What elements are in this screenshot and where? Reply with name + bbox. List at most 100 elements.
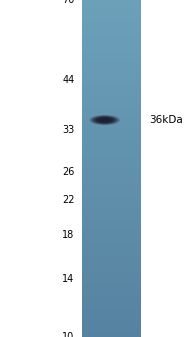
Bar <box>82 66 141 67</box>
Bar <box>82 256 141 257</box>
Bar <box>82 57 141 58</box>
Bar <box>82 215 141 216</box>
Bar <box>82 280 141 281</box>
Bar <box>82 65 141 66</box>
Bar <box>82 209 141 210</box>
Bar <box>82 189 141 190</box>
Bar <box>82 238 141 239</box>
Bar <box>82 135 141 136</box>
Text: 22: 22 <box>62 195 74 206</box>
Bar <box>82 326 141 327</box>
Bar <box>82 30 141 31</box>
Bar <box>82 223 141 225</box>
Bar <box>82 248 141 249</box>
Bar <box>82 311 141 312</box>
Bar <box>82 117 141 118</box>
Bar <box>82 16 141 17</box>
Bar <box>82 139 141 141</box>
Bar <box>82 99 141 100</box>
Bar <box>82 299 141 300</box>
Bar <box>82 319 141 320</box>
Bar <box>82 39 141 40</box>
Bar <box>82 103 141 104</box>
Bar <box>82 330 141 331</box>
Bar <box>82 126 141 127</box>
Bar <box>82 144 141 145</box>
Bar <box>82 304 141 306</box>
Bar <box>82 192 141 193</box>
Bar <box>82 336 141 337</box>
Bar <box>82 217 141 218</box>
Bar <box>82 210 141 211</box>
Bar <box>82 272 141 273</box>
Bar <box>82 137 141 138</box>
Bar <box>82 200 141 201</box>
Bar <box>82 108 141 109</box>
Bar <box>82 233 141 234</box>
Bar <box>82 242 141 243</box>
Bar <box>82 211 141 212</box>
Bar <box>82 277 141 279</box>
Bar <box>82 28 141 29</box>
Bar <box>82 83 141 84</box>
Bar <box>82 165 141 166</box>
Bar <box>82 324 141 325</box>
Bar <box>82 247 141 248</box>
Bar <box>82 11 141 12</box>
Bar <box>82 9 141 10</box>
Bar <box>82 124 141 125</box>
Bar <box>82 263 141 264</box>
Bar <box>82 216 141 217</box>
Bar <box>82 132 141 134</box>
Bar <box>82 207 141 208</box>
Bar <box>82 290 141 291</box>
Bar <box>82 276 141 277</box>
Bar <box>82 266 141 267</box>
Text: 14: 14 <box>62 274 74 284</box>
Bar <box>82 250 141 252</box>
Bar <box>82 294 141 296</box>
Bar <box>82 47 141 48</box>
Bar <box>82 100 141 101</box>
Bar <box>82 3 141 4</box>
Bar <box>82 281 141 282</box>
Bar <box>82 125 141 126</box>
Bar <box>82 232 141 233</box>
Bar <box>82 182 141 183</box>
Bar <box>82 226 141 227</box>
Bar <box>82 109 141 110</box>
Bar <box>82 306 141 307</box>
Bar <box>82 20 141 21</box>
Bar <box>82 271 141 272</box>
Bar <box>82 212 141 213</box>
Bar <box>82 50 141 51</box>
Bar <box>82 79 141 80</box>
Bar <box>82 259 141 261</box>
Bar <box>82 227 141 228</box>
Bar <box>82 115 141 116</box>
Bar <box>82 222 141 223</box>
Bar <box>82 8 141 9</box>
Bar <box>82 121 141 122</box>
Bar <box>82 46 141 47</box>
Bar <box>82 18 141 19</box>
Bar <box>82 166 141 167</box>
Bar <box>82 61 141 62</box>
Bar <box>82 208 141 209</box>
Bar <box>82 229 141 230</box>
Bar <box>82 258 141 259</box>
Bar <box>82 183 141 184</box>
Bar <box>82 190 141 191</box>
Ellipse shape <box>89 115 120 125</box>
Bar <box>82 112 141 114</box>
Bar <box>82 116 141 117</box>
Bar <box>82 88 141 89</box>
Bar <box>82 249 141 250</box>
Text: 18: 18 <box>62 230 74 240</box>
Bar <box>82 71 141 72</box>
Bar <box>82 64 141 65</box>
Bar <box>82 122 141 124</box>
Bar <box>82 221 141 222</box>
Bar <box>82 318 141 319</box>
Bar <box>82 35 141 36</box>
